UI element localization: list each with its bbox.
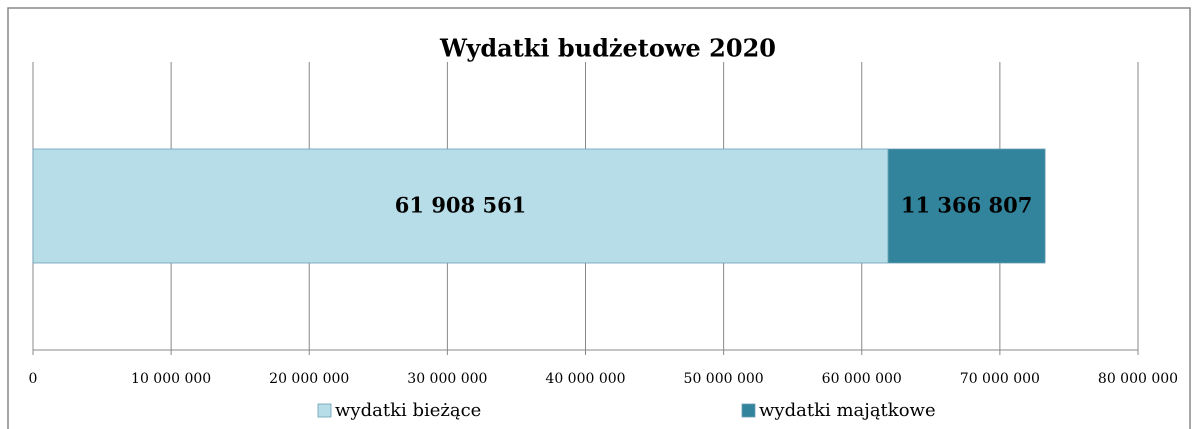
x-tick-label: 40 000 000 — [545, 371, 625, 387]
data-label: 11 366 807 — [901, 193, 1033, 218]
x-tick-label: 30 000 000 — [407, 371, 487, 387]
legend-label: wydatki bieżące — [335, 400, 481, 421]
data-label: 61 908 561 — [395, 193, 527, 218]
x-tick-label: 60 000 000 — [822, 371, 902, 387]
x-tick-label: 0 — [29, 371, 38, 387]
legend-swatch — [741, 403, 756, 418]
bar-segment — [32, 148, 889, 264]
x-tick-label: 70 000 000 — [960, 371, 1040, 387]
chart-title: Wydatki budżetowe 2020 — [439, 34, 776, 63]
bar-segment — [887, 148, 1046, 264]
x-tick-label: 20 000 000 — [269, 371, 349, 387]
x-tick-label: 50 000 000 — [684, 371, 764, 387]
legend-swatch — [317, 403, 332, 418]
x-tick-label: 80 000 000 — [1098, 371, 1178, 387]
x-tick-label: 10 000 000 — [131, 371, 211, 387]
legend-label: wydatki majątkowe — [759, 400, 936, 421]
chart-frame — [7, 7, 1191, 429]
